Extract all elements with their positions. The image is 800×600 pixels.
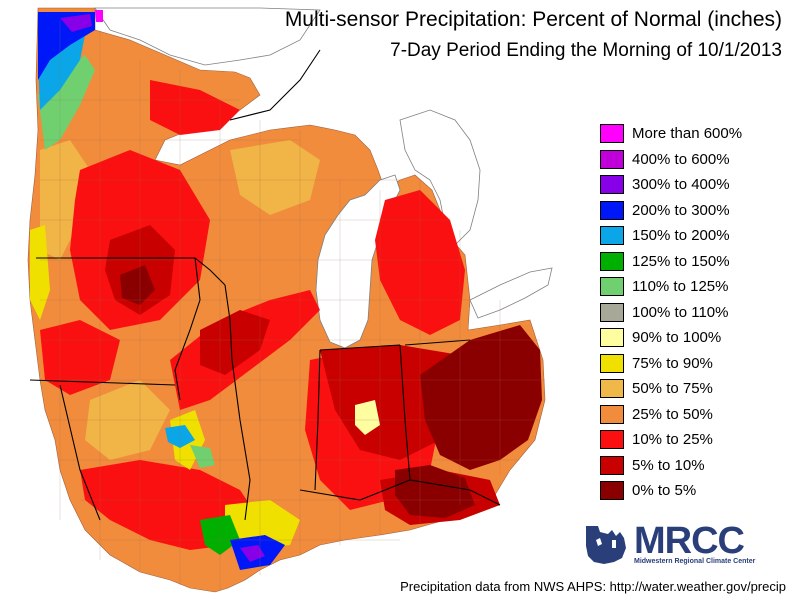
legend: More than 600% 400% to 600% 300% to 400% 20… <box>600 121 790 504</box>
legend-swatch <box>600 251 624 271</box>
legend-swatch <box>600 481 624 501</box>
band-10-25-upper-mi <box>150 80 240 135</box>
data-source-credit: Precipitation data from NWS AHPS: http:/… <box>400 579 786 594</box>
legend-item: 300% to 400% <box>600 172 790 198</box>
legend-swatch <box>600 328 624 348</box>
legend-item: 25% to 50% <box>600 402 790 428</box>
band-110-125-il <box>190 445 215 468</box>
legend-item: 200% to 300% <box>600 198 790 224</box>
legend-swatch <box>600 149 624 169</box>
legend-label: 0% to 5% <box>632 482 697 500</box>
legend-label: 125% to 150% <box>632 252 730 270</box>
legend-label: 5% to 10% <box>632 456 705 474</box>
band-110-125-nw <box>38 55 95 150</box>
legend-label: 25% to 50% <box>632 405 713 423</box>
band-5-10-il <box>200 310 270 375</box>
band-0-5-ky <box>395 465 475 518</box>
legend-item: 90% to 100% <box>600 325 790 351</box>
legend-swatch <box>600 404 624 424</box>
band-75-90-west <box>30 225 50 320</box>
band-0-5-ohio <box>420 325 542 470</box>
band-50-75-central <box>230 140 320 215</box>
legend-swatch <box>600 455 624 475</box>
legend-swatch <box>600 302 624 322</box>
midwest-outline-icon <box>586 526 626 564</box>
legend-item: 400% to 600% <box>600 147 790 173</box>
logo-text: MRCC <box>634 520 745 562</box>
band-50-75-north <box>40 140 90 260</box>
legend-label: 110% to 125% <box>632 278 729 296</box>
legend-label: 75% to 90% <box>632 354 713 372</box>
legend-label: 10% to 25% <box>632 431 713 449</box>
legend-item: 50% to 75% <box>600 376 790 402</box>
legend-label: 50% to 75% <box>632 380 713 398</box>
logo-subtext: Midwestern Regional Climate Center <box>634 558 756 565</box>
legend-label: 100% to 110% <box>632 303 729 321</box>
legend-label: 200% to 300% <box>632 201 730 219</box>
band-90-100-il <box>355 400 380 435</box>
legend-item: 10% to 25% <box>600 427 790 453</box>
legend-label: 150% to 200% <box>632 227 730 245</box>
legend-item: 125% to 150% <box>600 249 790 275</box>
legend-swatch <box>600 379 624 399</box>
legend-swatch <box>600 277 624 297</box>
legend-item: 150% to 200% <box>600 223 790 249</box>
map-title: Multi-sensor Precipitation: Percent of N… <box>284 8 782 31</box>
lake-huron <box>399 109 481 246</box>
band-more-600-nw <box>95 10 103 22</box>
lake-erie <box>469 267 553 319</box>
band-300-400-south <box>240 545 265 562</box>
legend-swatch <box>600 226 624 246</box>
legend-label: 90% to 100% <box>632 329 722 347</box>
legend-item: 110% to 125% <box>600 274 790 300</box>
legend-swatch <box>600 200 624 220</box>
legend-item: 100% to 110% <box>600 300 790 326</box>
legend-label: 400% to 600% <box>632 150 730 168</box>
legend-item: 5% to 10% <box>600 453 790 479</box>
map-subtitle: 7-Day Period Ending the Morning of 10/1/… <box>390 40 782 61</box>
lake-superior <box>94 7 321 66</box>
county-lines <box>40 20 545 590</box>
legend-swatch <box>600 430 624 450</box>
band-75-90-se-mo <box>225 500 300 550</box>
band-0-5-wi <box>120 265 155 305</box>
legend-swatch <box>600 353 624 373</box>
legend-item: 75% to 90% <box>600 351 790 377</box>
legend-label: More than 600% <box>632 125 743 143</box>
legend-swatch <box>600 124 624 144</box>
band-300-400-nw <box>60 14 92 32</box>
legend-item: More than 600% <box>600 121 790 147</box>
mrcc-logo: MRCC Midwestern Regional Climate Center <box>582 520 772 570</box>
legend-label: 300% to 400% <box>632 176 730 194</box>
legend-swatch <box>600 175 624 195</box>
legend-item: 0% to 5% <box>600 478 790 504</box>
